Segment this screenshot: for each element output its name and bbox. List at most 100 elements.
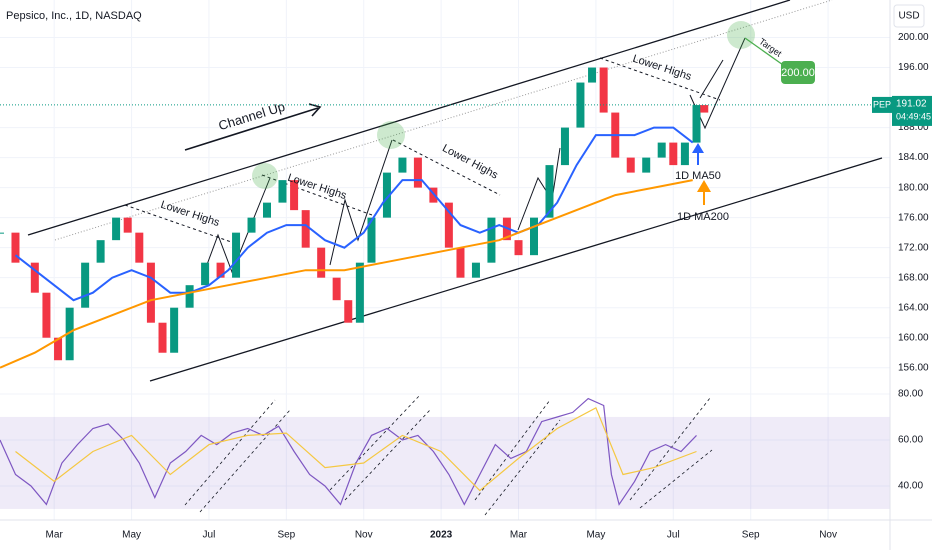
candle [413,157,422,188]
candle [216,262,225,278]
y-tick-label: 164.00 [898,302,929,313]
candle [626,157,635,173]
marks [0,67,709,506]
x-tick-label: Mar [510,530,528,541]
line [14,126,694,302]
candle [96,240,105,263]
y-tick-label: 172.00 [898,242,929,253]
candle [514,240,523,256]
currency-box[interactable] [893,4,925,28]
candle [576,82,585,128]
candle [290,180,299,211]
target-label: 200.00 [781,67,815,79]
line [0,179,693,369]
y2-tick-label: 80.00 [898,389,923,400]
candle [135,232,144,263]
y-tick-label: 196.00 [898,62,929,73]
target-box [781,61,815,84]
ma50-arrow [692,143,704,165]
channel-mid [54,0,833,241]
channel-top [27,0,791,236]
x-tick-label: Nov [819,530,837,541]
line [0,397,697,506]
y-tick-label: 168.00 [898,272,929,283]
chart-title: Pepsico, Inc., 1D, NASDAQ [6,10,142,22]
y2-tick-label: 60.00 [898,435,923,446]
symbol-box [872,96,892,113]
candle [657,142,666,158]
highlights [252,21,755,189]
y-tick-label: 160.00 [898,332,929,343]
y-tick-label: 184.00 [898,152,929,163]
y-tick-label: 188.00 [898,122,929,133]
candle [398,157,407,173]
candle [158,322,167,353]
rsi-channels [184,394,713,516]
countdown: 04:49:45 [896,111,931,121]
candle [680,142,689,166]
candle [444,202,453,248]
y-tick-label: 176.00 [898,212,929,223]
x-tick-label: Sep [277,530,295,541]
drawings [27,0,883,516]
y-tick-label: 156.00 [898,362,929,373]
candle [530,217,538,256]
x-tick-label: 2023 [430,530,453,541]
candle [123,217,132,233]
x-tick-label: Nov [355,530,373,541]
candle [54,337,63,361]
candle [344,300,353,323]
last-price: 191.02 [896,99,927,110]
candle [81,262,90,308]
y-tick-label: 180.00 [898,182,929,193]
candle [30,262,39,293]
candle [588,67,597,83]
price-box [892,95,932,126]
x-tick-label: Mar [46,530,64,541]
x-tick-label: May [122,530,141,541]
candle [278,180,287,203]
x-tick-label: Jul [667,530,680,541]
candle [42,292,51,338]
candle [170,307,179,353]
y2-tick-label: 40.00 [898,481,923,492]
line [15,406,697,492]
candle [332,277,341,301]
candle [355,262,364,323]
rsi-band [0,416,890,509]
candle [317,247,326,278]
candle [247,217,256,233]
candle [232,232,241,278]
rsi-band [0,416,890,509]
candle [560,127,569,166]
candle [301,210,310,248]
candle [382,172,391,218]
candle [185,285,194,308]
x-tick-label: Sep [742,530,760,541]
candle [0,232,4,234]
candle [599,67,608,113]
candle [669,142,678,166]
ma200-arrow [697,180,711,205]
candle [11,232,20,263]
candle [471,262,480,278]
candle [112,217,121,241]
annotation: 1D MA200 [677,211,729,223]
candle [487,217,496,263]
candle [692,105,701,143]
channel-bottom [149,157,883,382]
candle [456,247,465,278]
candle [65,307,74,361]
candle [642,157,651,173]
candle [146,262,155,323]
candle [700,105,709,113]
candle [367,217,376,263]
currency: USD [898,11,919,22]
candle [201,262,210,286]
annotation: 1D MA50 [675,170,721,182]
x-tick-label: May [586,530,605,541]
candle [545,165,554,218]
